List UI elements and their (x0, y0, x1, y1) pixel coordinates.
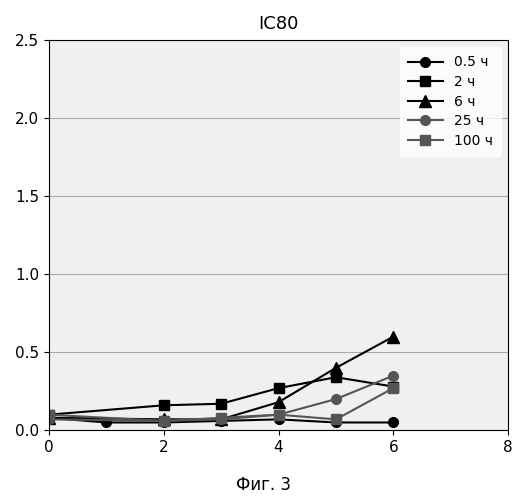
0.5 ч (333, 420, 339, 426)
0.5 ч (46, 415, 52, 421)
25 ч (46, 416, 52, 422)
2 ч (218, 400, 224, 406)
Text: Фиг. 3: Фиг. 3 (237, 476, 291, 494)
0.5 ч (161, 420, 167, 426)
2 ч (161, 402, 167, 408)
0.5 ч (275, 416, 281, 422)
25 ч (161, 418, 167, 424)
2 ч (333, 374, 339, 380)
100 ч (333, 416, 339, 422)
6 ч (46, 415, 52, 421)
6 ч (218, 416, 224, 422)
100 ч (218, 415, 224, 421)
Line: 6 ч: 6 ч (43, 331, 399, 425)
25 ч (275, 412, 281, 418)
0.5 ч (218, 418, 224, 424)
6 ч (161, 416, 167, 422)
2 ч (275, 385, 281, 391)
Line: 100 ч: 100 ч (44, 384, 398, 426)
2 ч (390, 384, 397, 390)
2 ч (46, 412, 52, 418)
25 ч (333, 396, 339, 402)
100 ч (275, 412, 281, 418)
6 ч (275, 399, 281, 405)
0.5 ч (390, 420, 397, 426)
100 ч (46, 412, 52, 418)
Line: 0.5 ч: 0.5 ч (44, 413, 398, 428)
25 ч (218, 416, 224, 422)
Legend: 0.5 ч, 2 ч, 6 ч, 25 ч, 100 ч: 0.5 ч, 2 ч, 6 ч, 25 ч, 100 ч (400, 47, 501, 156)
Line: 25 ч: 25 ч (44, 371, 398, 426)
100 ч (390, 385, 397, 391)
Line: 2 ч: 2 ч (44, 372, 398, 420)
6 ч (333, 365, 339, 371)
100 ч (161, 418, 167, 424)
25 ч (390, 372, 397, 378)
0.5 ч (103, 420, 109, 426)
6 ч (390, 334, 397, 340)
Title: IC80: IC80 (258, 15, 299, 33)
